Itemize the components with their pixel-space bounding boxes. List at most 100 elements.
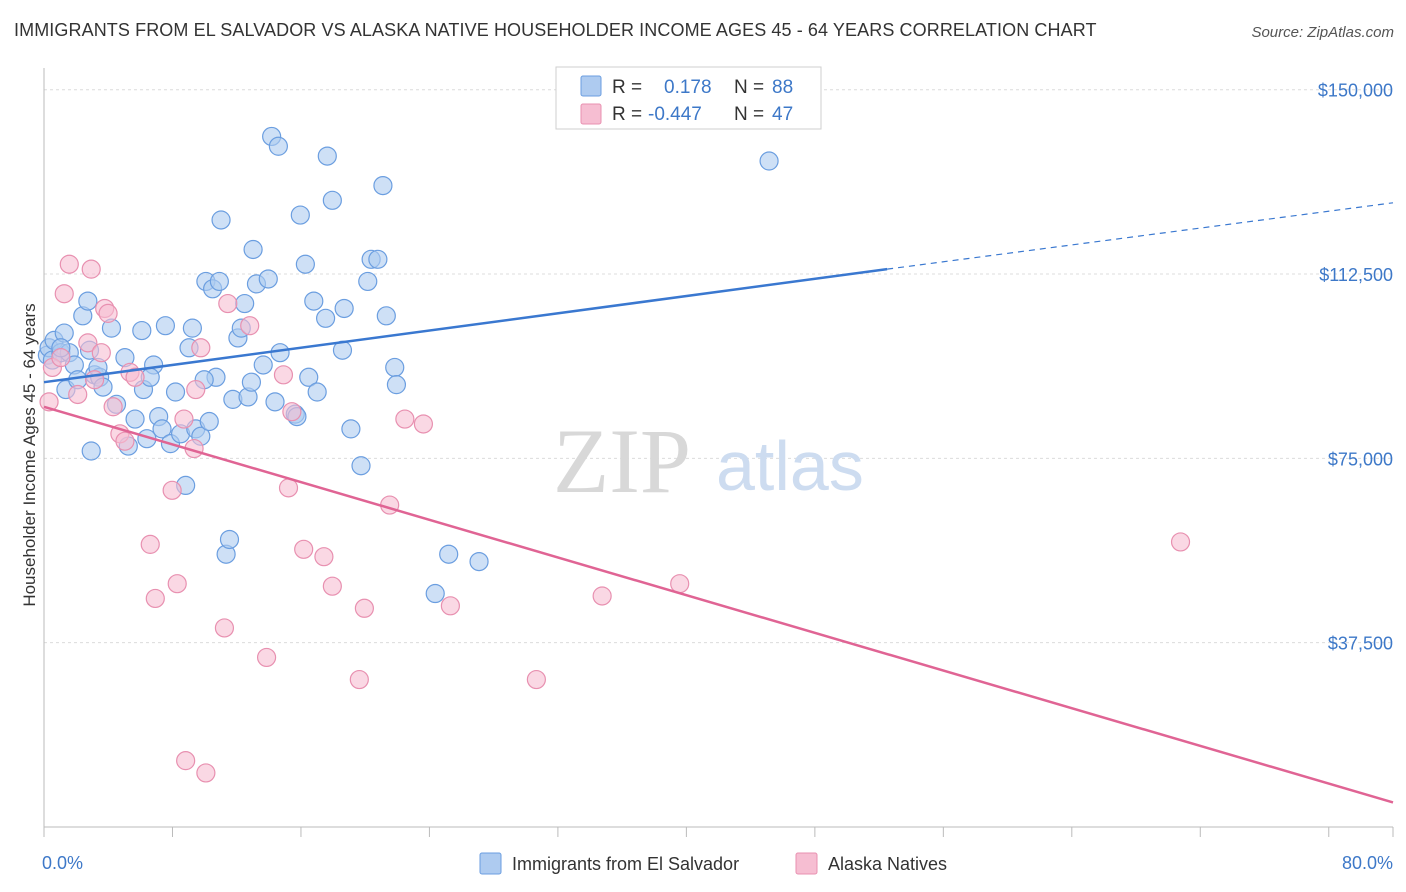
point-el-salvador-87	[241, 372, 262, 392]
watermark-zip: ZIP	[553, 410, 691, 512]
point-el-salvador-32	[182, 318, 202, 338]
point-alaska-natives-17	[145, 588, 165, 609]
watermark-atlas: atlas	[716, 427, 864, 505]
point-alaska-natives-19	[167, 574, 187, 594]
point-alaska-natives-10	[98, 303, 118, 323]
point-el-salvador-72	[368, 249, 388, 269]
point-el-salvador-40	[211, 210, 231, 230]
point-el-salvador-63	[316, 308, 336, 328]
x-tick-label-min: 0.0%	[42, 853, 83, 873]
stats-legend: R = 0.178 N = 88 R = -0.447 N = 47	[555, 66, 822, 130]
y-axis-label: Householder Income Ages 45 - 64 years	[20, 303, 39, 606]
point-el-salvador-42	[219, 529, 240, 550]
bottom-legend-swatch-blue	[479, 852, 502, 875]
point-el-salvador-79	[469, 551, 489, 572]
point-el-salvador-50	[253, 355, 273, 375]
x-tick-label-max: 80.0%	[1342, 853, 1393, 873]
point-el-salvador-70	[358, 271, 378, 292]
point-el-salvador-36	[199, 411, 219, 432]
point-alaska-natives-4	[59, 254, 79, 274]
y-tick-label-3: $150,000	[1318, 81, 1393, 101]
point-el-salvador-78	[439, 544, 459, 564]
point-el-salvador-67	[334, 298, 354, 319]
point-el-salvador-39	[209, 271, 229, 292]
trend-line-el-salvador	[43, 267, 888, 384]
point-el-salvador-53	[265, 392, 285, 412]
series-alaska-natives-points	[39, 254, 1191, 783]
stats-r-label-blue: R =	[612, 77, 642, 98]
point-el-salvador-74	[376, 306, 396, 326]
point-el-salvador-77	[425, 583, 445, 604]
point-el-salvador-28	[165, 382, 186, 402]
watermark: ZIP atlas	[553, 410, 864, 512]
stats-n-value-pink: 47	[772, 104, 793, 125]
point-alaska-natives-23	[186, 379, 206, 400]
stats-n-label-blue: N =	[734, 77, 764, 98]
trend-line-el-salvador-extension	[887, 202, 1394, 270]
stats-r-value-pink: -0.447	[648, 104, 702, 125]
point-el-salvador-68	[341, 419, 361, 439]
point-el-salvador-54	[268, 136, 288, 156]
point-alaska-natives-13	[115, 431, 135, 451]
point-alaska-natives-20	[174, 409, 194, 429]
point-alaska-natives-37	[354, 598, 374, 618]
stats-n-label-pink: N =	[734, 104, 764, 125]
point-alaska-natives-44	[670, 574, 690, 594]
bottom-legend: Immigrants from El Salvador Alaska Nativ…	[479, 852, 947, 875]
point-el-salvador-80	[759, 151, 779, 171]
bottom-legend-label-pink: Alaska Natives	[828, 854, 947, 874]
stats-legend-swatch-pink	[580, 103, 602, 125]
point-alaska-natives-45	[1170, 532, 1191, 552]
bottom-legend-swatch-pink	[795, 852, 818, 875]
trend-line-alaska-natives	[43, 405, 1394, 804]
stats-r-value-blue: 0.178	[664, 77, 712, 98]
point-el-salvador-46	[235, 293, 255, 314]
point-alaska-natives-36	[349, 669, 369, 690]
point-el-salvador-12	[81, 441, 101, 461]
point-el-salvador-48	[243, 239, 263, 260]
point-el-salvador-58	[290, 205, 310, 225]
trend-lines	[43, 202, 1394, 804]
point-alaska-natives-40	[413, 414, 434, 434]
point-alaska-natives-8	[91, 343, 111, 363]
point-el-salvador-55	[270, 343, 290, 363]
y-tick-label-1: $75,000	[1328, 449, 1393, 469]
point-alaska-natives-2	[51, 348, 71, 368]
point-el-salvador-51	[258, 269, 278, 289]
point-alaska-natives-21	[176, 751, 196, 771]
point-alaska-natives-25	[196, 763, 216, 783]
chart-title: IMMIGRANTS FROM EL SALVADOR VS ALASKA NA…	[14, 20, 1097, 40]
stats-legend-swatch-blue	[580, 75, 602, 97]
point-alaska-natives-34	[314, 547, 334, 567]
point-alaska-natives-29	[256, 647, 277, 668]
axes	[43, 68, 1394, 837]
point-alaska-natives-15	[125, 367, 145, 387]
source-label: Source: ZipAtlas.com	[1251, 24, 1394, 41]
point-alaska-natives-3	[54, 284, 74, 304]
point-el-salvador-62	[307, 382, 327, 402]
point-el-salvador-59	[295, 254, 315, 274]
point-alaska-natives-43	[592, 586, 612, 606]
point-alaska-natives-30	[273, 365, 294, 385]
point-el-salvador-20	[125, 409, 145, 429]
point-alaska-natives-41	[440, 596, 460, 616]
point-alaska-natives-35	[322, 576, 342, 596]
point-alaska-natives-5	[68, 384, 88, 405]
grid-lines	[44, 89, 1393, 644]
stats-n-value-blue: 88	[772, 77, 793, 98]
series-el-salvador-points	[37, 126, 779, 604]
point-el-salvador-73	[373, 175, 393, 196]
y-tick-label-0: $37,500	[1328, 634, 1393, 654]
y-tick-label-2: $112,500	[1319, 265, 1393, 285]
point-alaska-natives-11	[103, 397, 123, 417]
point-alaska-natives-26	[214, 618, 235, 638]
point-alaska-natives-24	[191, 338, 211, 358]
point-el-salvador-26	[155, 316, 176, 336]
point-el-salvador-64	[317, 146, 337, 166]
point-el-salvador-76	[386, 375, 407, 395]
point-el-salvador-11	[78, 291, 98, 311]
point-el-salvador-61	[304, 291, 324, 311]
point-alaska-natives-33	[294, 539, 314, 559]
point-alaska-natives-6	[78, 333, 98, 353]
